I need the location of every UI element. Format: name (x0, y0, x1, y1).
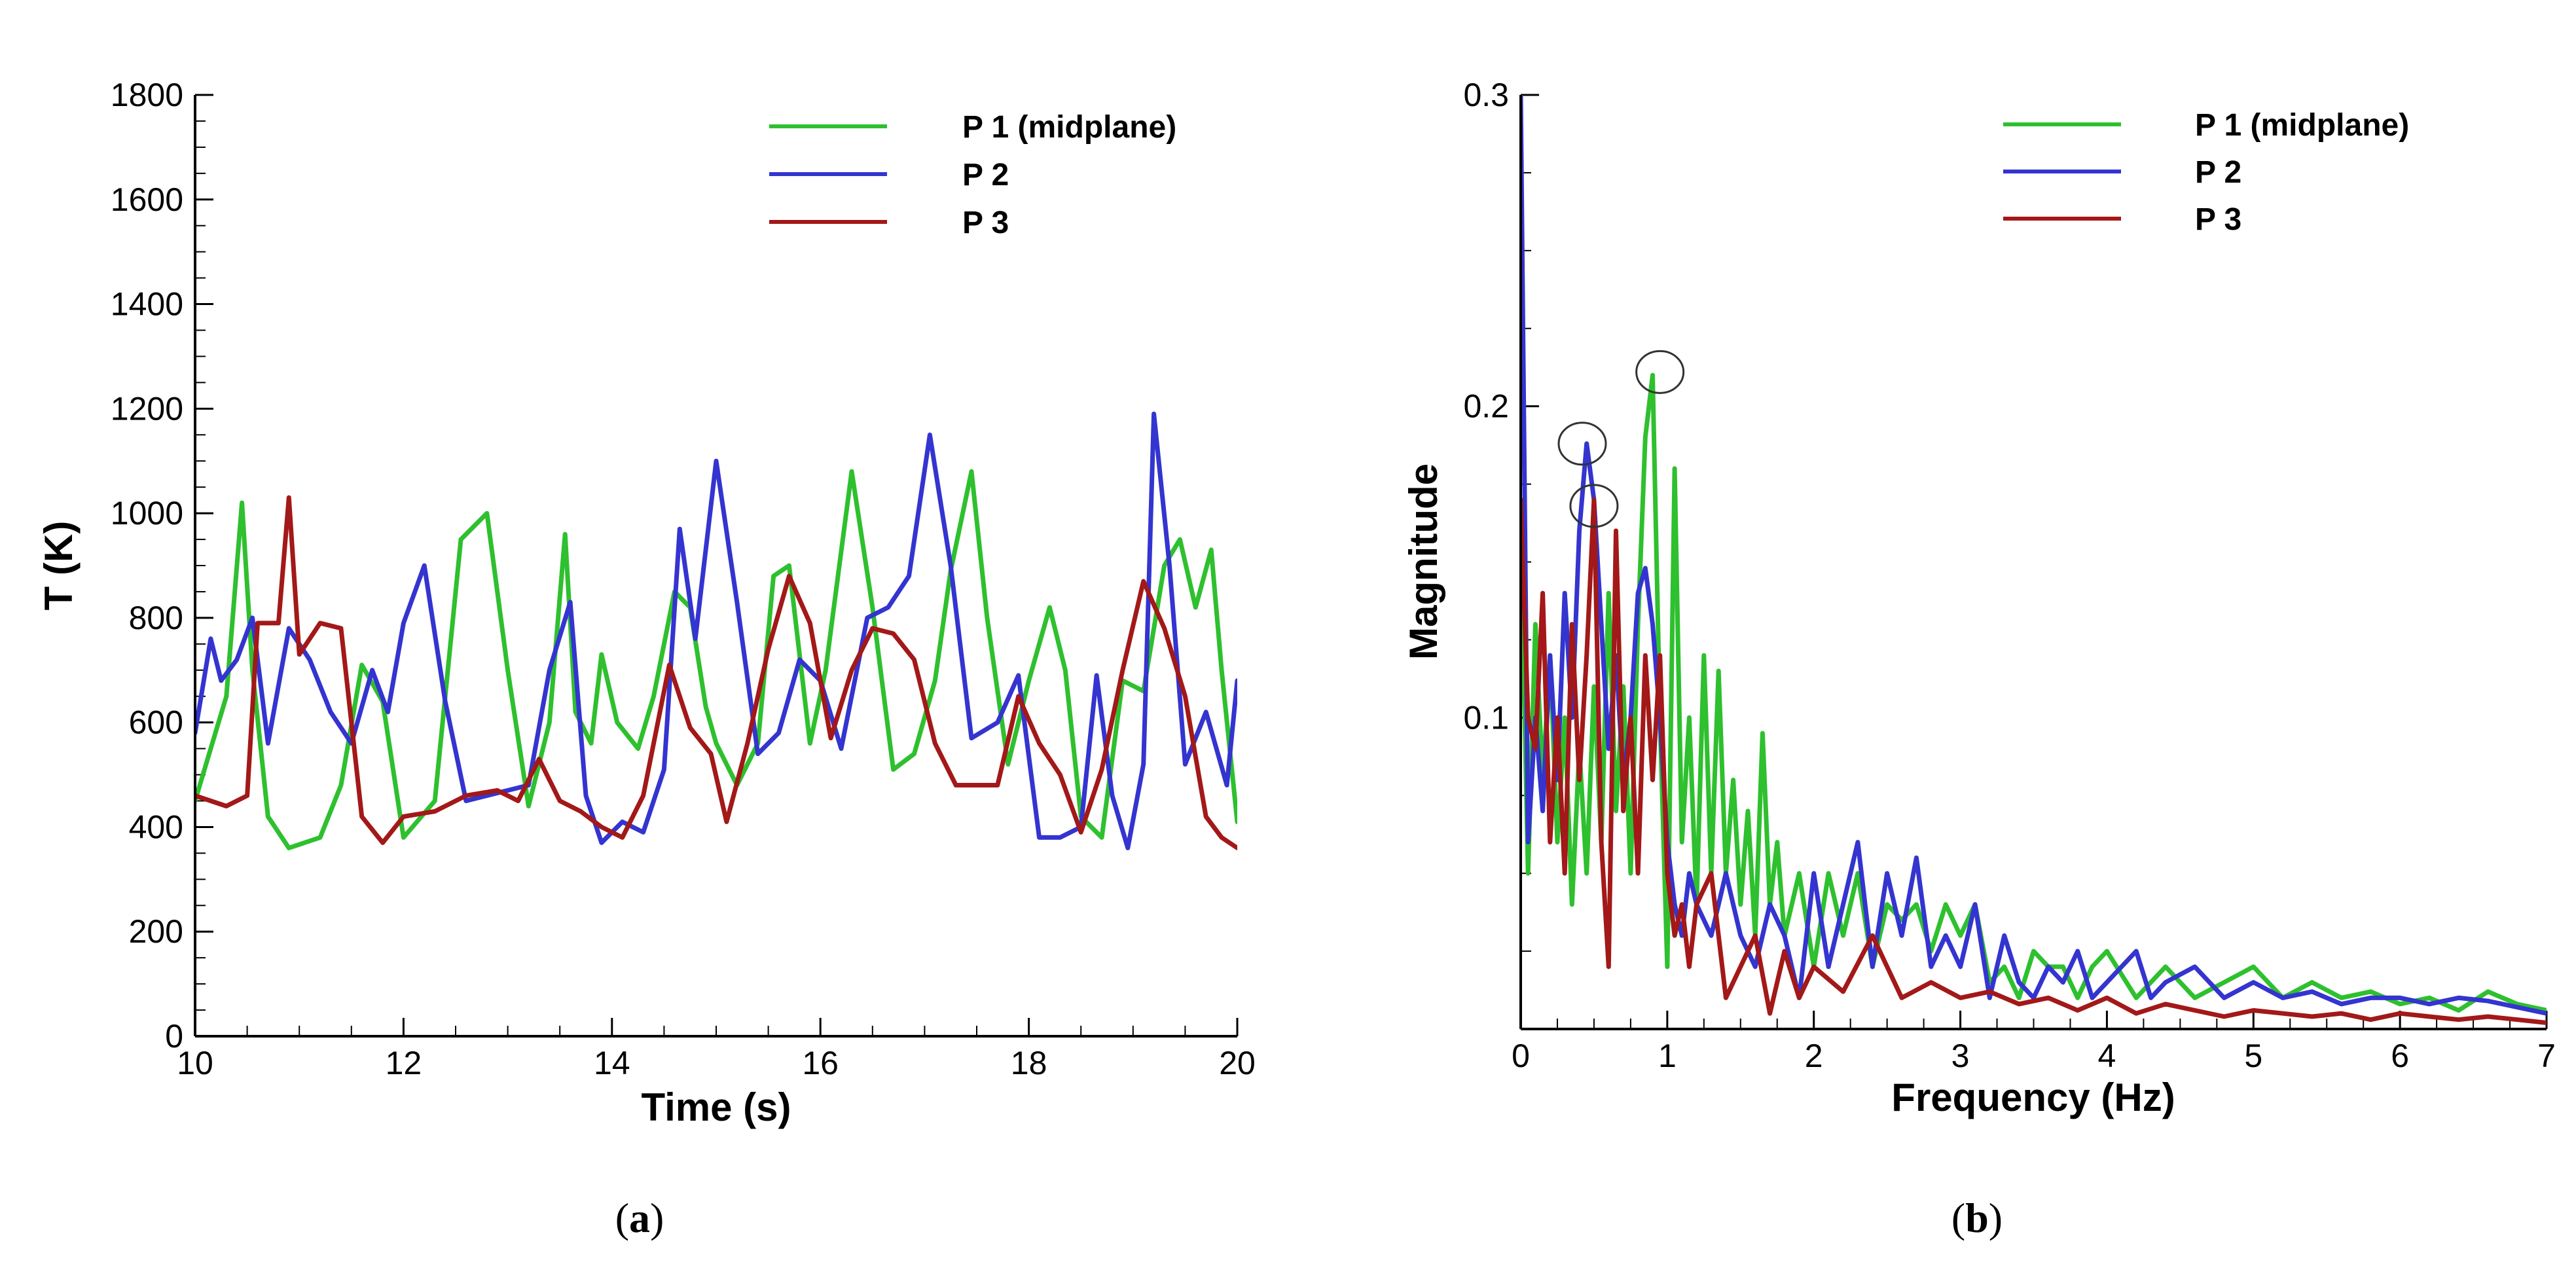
chart-a-ytick-label: 200 (129, 913, 183, 950)
chart-a-frame (195, 95, 1237, 1036)
chart-a-series (195, 411, 1237, 850)
chart-a-xlabel: Time (s) (642, 1085, 791, 1129)
legend-b-label-p2: P 2 (2195, 155, 2241, 190)
legend-b-label-p1: P 1 (midplane) (2195, 108, 2409, 143)
chart-b-xtick-label: 4 (2098, 1038, 2116, 1074)
chart-a-ytick-label: 1400 (111, 286, 183, 323)
chart-a-xtick-label: 18 (1011, 1045, 1047, 1081)
caption-b-letter: b (1965, 1195, 1989, 1241)
chart-a-ytick-label: 600 (129, 704, 183, 741)
legend-a-label-p3: P 3 (962, 206, 1009, 240)
chart-a-ytick-label: 1800 (111, 77, 183, 113)
chart-a-xtick-label: 12 (386, 1045, 422, 1081)
chart-a-ytick-label: 1000 (111, 495, 183, 532)
chart-b-xtick-label: 5 (2244, 1038, 2262, 1074)
chart-b-xtick-label: 1 (1658, 1038, 1677, 1074)
chart-b-ytick-label: 0.3 (1463, 77, 1509, 113)
chart-b-ylabel: Magnitude (1402, 463, 1445, 660)
chart-b: 0.1 0.2 0.3 0 1 2 3 4 5 6 7 Frequency (Hz) Magnitu… (1402, 77, 2556, 1119)
peak-circle (1569, 484, 1619, 528)
chart-b-xtick-label: 6 (2391, 1038, 2409, 1074)
chart-b-ytick-label: 0.1 (1463, 699, 1509, 736)
chart-b-legend: P 1 (midplane) P 2 P 3 (2003, 108, 2409, 237)
chart-a: 0 200 400 600 800 1000 1200 1400 1600 1800 10 12 14 1… (37, 77, 1256, 1129)
chart-b-ytick-label: 0.2 (1463, 388, 1509, 425)
chart-a-xtick-label: 16 (802, 1045, 839, 1081)
chart-a-ytick-label: 400 (129, 808, 183, 845)
chart-a-series-2-line (195, 411, 1237, 850)
chart-b-series-3-line (1521, 497, 2547, 1025)
chart-b-xtick-label: 0 (1512, 1038, 1530, 1074)
peak-circle (1557, 422, 1607, 466)
chart-b-series-2-line (1521, 95, 2547, 1016)
legend-a-label-p1: P 1 (midplane) (962, 110, 1176, 145)
caption-a: (a) (615, 1195, 664, 1241)
chart-a-xtick-label: 20 (1219, 1045, 1256, 1081)
caption-a-letter: a (629, 1195, 650, 1241)
chart-a-xtick-label: 10 (177, 1045, 213, 1081)
chart-a-legend: P 1 (midplane) P 2 P 3 (769, 110, 1176, 240)
legend-a-label-p2: P 2 (962, 158, 1009, 192)
chart-b-xtick-label: 7 (2537, 1038, 2556, 1074)
chart-a-ytick-label: 1600 (111, 181, 183, 218)
chart-a-ytick-label: 1200 (111, 390, 183, 427)
chart-a-ytick-label: 0 (165, 1018, 183, 1055)
caption-b: (b) (1951, 1195, 2003, 1241)
chart-b-peak-circles (1557, 350, 1685, 528)
chart-a-xtick-label: 14 (594, 1045, 630, 1081)
chart-b-series-1-line (1521, 372, 2547, 1013)
chart-a-series-3-line (195, 495, 1237, 850)
chart-a-ytick-label: 800 (129, 600, 183, 636)
chart-b-xtick-label: 3 (1951, 1038, 1970, 1074)
legend-b-label-p3: P 3 (2195, 202, 2241, 237)
chart-a-tick-labels: 0 200 400 600 800 1000 1200 1400 1600 1800 10 12 14 1… (111, 77, 1256, 1081)
chart-a-ylabel: T (K) (37, 521, 81, 611)
chart-a-ticks (194, 94, 1239, 1038)
chart-a-series-1-line (195, 469, 1237, 850)
chart-b-series (1521, 95, 2547, 1025)
peak-circle (1635, 350, 1685, 394)
chart-b-xtick-label: 2 (1805, 1038, 1823, 1074)
chart-b-tick-labels: 0.1 0.2 0.3 0 1 2 3 4 5 6 7 (1463, 77, 2555, 1074)
chart-b-xlabel: Frequency (Hz) (1891, 1075, 2175, 1119)
